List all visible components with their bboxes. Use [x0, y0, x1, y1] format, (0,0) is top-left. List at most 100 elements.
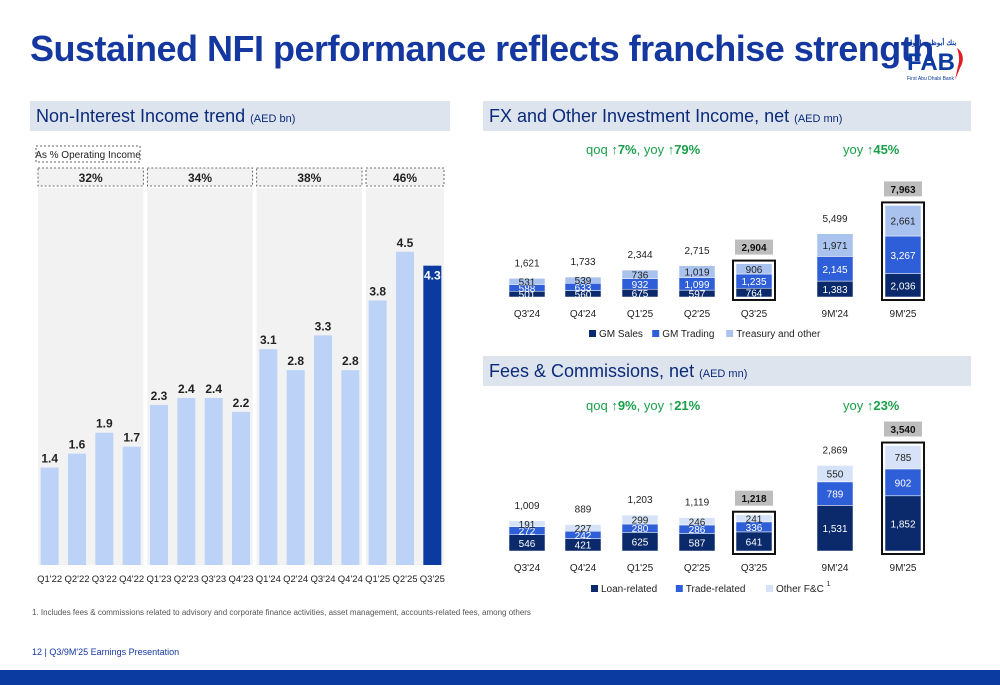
group-pct-label: 46%: [393, 171, 417, 185]
stack-segment: [884, 495, 922, 552]
group-pct-label: 34%: [188, 171, 212, 185]
segment-value-label: 736: [632, 270, 649, 281]
segment-value-label: 242: [575, 531, 592, 542]
total-label: 2,869: [822, 445, 847, 456]
total-label: 1,119: [685, 498, 710, 509]
nfi-bar: [122, 446, 141, 565]
stack-segment: [564, 524, 602, 532]
total-label: 1,218: [741, 494, 766, 505]
stack-segment: [678, 517, 716, 526]
fees-unit: (AED mn): [699, 368, 748, 380]
nfi-category-label: Q2'22: [64, 574, 89, 585]
logo-swoosh-icon: [955, 48, 963, 80]
category-label: Q3'25: [741, 563, 768, 574]
nfi-bar: [259, 349, 278, 565]
legend-label: GM Sales: [599, 329, 643, 340]
nfi-bar: [95, 432, 114, 565]
segment-value-label: 1,099: [684, 280, 709, 291]
nfi-value-label: 4.3: [424, 269, 441, 283]
segment-value-label: 336: [746, 523, 763, 534]
segment-value-label: 764: [746, 289, 763, 300]
logo-subtitle: First Abu Dhabi Bank: [907, 76, 954, 82]
nfi-value-label: 2.8: [342, 354, 359, 368]
nfi-category-label: Q2'23: [174, 574, 199, 585]
nfi-bar: [68, 453, 86, 565]
group-pct-box: [37, 167, 144, 187]
segment-value-label: 785: [895, 453, 912, 464]
segment-value-label: 531: [519, 277, 536, 288]
nfi-bar: [314, 335, 332, 565]
stack-segment: [735, 263, 773, 275]
nfi-category-label: Q4'22: [119, 574, 144, 585]
nfi-bar: [286, 370, 305, 565]
category-label: 9M'24: [822, 309, 849, 320]
category-label: Q4'24: [570, 563, 597, 574]
group-pct-box: [365, 167, 445, 187]
nfi-value-label: 2.8: [287, 354, 304, 368]
stack-segment: [816, 465, 854, 483]
total-label: 7,963: [890, 185, 915, 196]
nfi-value-label: 1.9: [96, 417, 113, 431]
logo-arabic: بنك أبوظبي الأول: [907, 37, 956, 48]
total-label: 2,344: [627, 250, 652, 261]
stack-segment: [816, 233, 854, 257]
nfi-trend-chart: As % Operating Income 32% 34% 38% 46% 1.4 Q1'2…: [35, 145, 445, 585]
group-pct-box: [146, 167, 254, 187]
segment-value-label: 587: [689, 538, 706, 549]
segment-value-label: 272: [519, 527, 536, 538]
segment-value-label: 932: [632, 280, 649, 291]
nfi-bar: [423, 265, 442, 565]
total-label: 1,203: [627, 495, 652, 506]
footnote: 1. Includes fees & commissions related t…: [32, 608, 531, 617]
segment-value-label: 588: [519, 284, 536, 295]
nfi-category-label: Q3'22: [92, 574, 117, 585]
category-label: Q1'25: [627, 563, 654, 574]
segment-value-label: 1,383: [822, 285, 847, 296]
nfi-value-label: 2.2: [233, 396, 250, 410]
segment-value-label: 286: [689, 525, 706, 536]
stack-segment: [816, 256, 854, 282]
page-info: 12 | Q3/9M'25 Earnings Presentation: [32, 647, 180, 657]
page-title: Sustained NFI performance reflects franc…: [30, 28, 934, 69]
highlight-box: [732, 510, 776, 555]
segment-value-label: 2,036: [890, 281, 915, 292]
nfi-value-label: 1.6: [69, 438, 86, 452]
fees-title: Fees & Commissions, net: [489, 361, 695, 381]
segment-value-label: 906: [746, 265, 763, 276]
total-highlight-box: [884, 421, 922, 437]
pct-label: As % Operating Income: [35, 150, 141, 161]
highlight-box: [732, 259, 776, 301]
fees-9m-yoy-growth: yoy ↑23%: [843, 398, 900, 413]
stack-segment: [508, 520, 546, 527]
nfi-bar: [177, 397, 196, 565]
fees-header: Fees & Commissions, net (AED mn): [483, 356, 971, 386]
nfi-bar: [150, 404, 168, 565]
segment-value-label: 1,019: [684, 268, 709, 279]
legend-label: Trade-related: [686, 584, 746, 595]
segment-value-label: 641: [746, 537, 763, 548]
category-label: Q2'25: [684, 309, 711, 320]
total-label: 5,499: [822, 214, 847, 225]
legend-swatch: [589, 330, 596, 337]
nfi-category-label: Q3'24: [310, 574, 335, 585]
segment-value-label: 1,531: [822, 524, 847, 535]
legend-swatch: [652, 330, 660, 337]
nfi-trend-unit: (AED bn): [250, 113, 296, 125]
nfi-category-label: Q2'25: [392, 574, 417, 585]
stack-segment: [678, 265, 716, 278]
stack-segment: [564, 276, 602, 284]
total-label: 3,540: [890, 425, 915, 436]
segment-value-label: 2,145: [822, 265, 847, 276]
nfi-value-label: 4.5: [397, 236, 414, 250]
nfi-bar: [396, 251, 414, 565]
stack-segment: [621, 514, 659, 525]
group-pct-label: 38%: [297, 171, 321, 185]
total-label: 2,904: [741, 243, 766, 254]
segment-value-label: 246: [689, 517, 706, 528]
nfi-bar: [341, 370, 360, 565]
stack-segment: [884, 205, 922, 237]
highlight-box: [881, 441, 925, 555]
nfi-category-label: Q1'22: [37, 574, 62, 585]
